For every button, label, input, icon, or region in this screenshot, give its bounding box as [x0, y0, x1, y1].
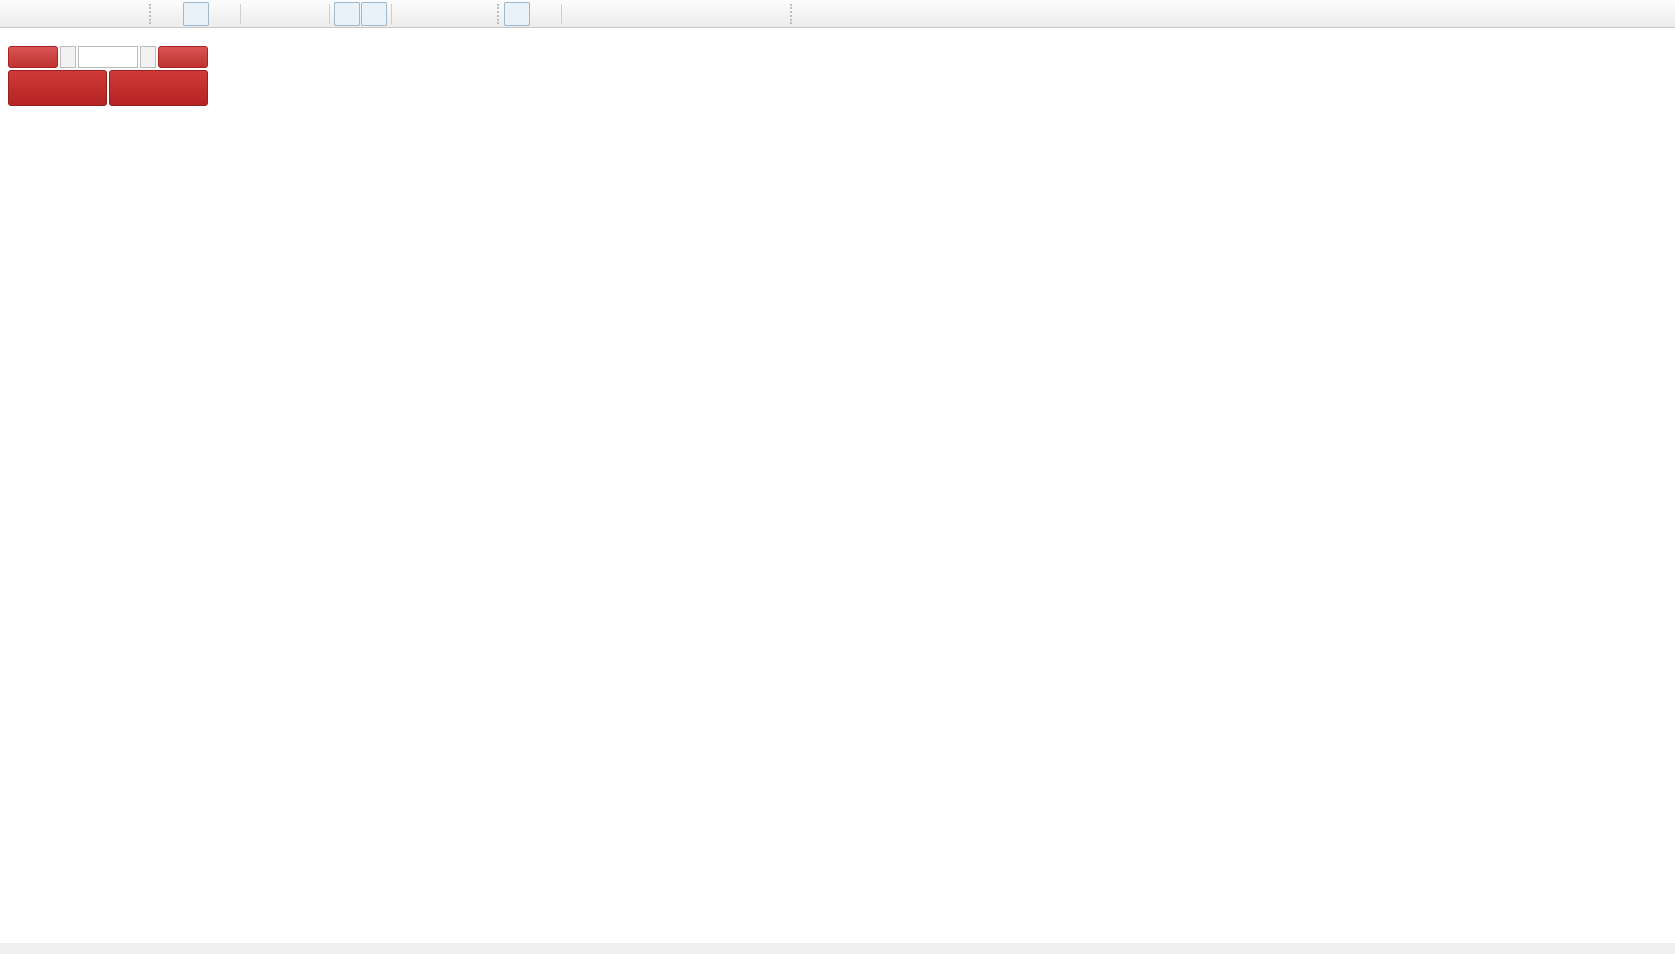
- chat-icon[interactable]: [1649, 6, 1665, 22]
- fibonacci-button[interactable]: [674, 2, 700, 26]
- tile-windows-icon: [304, 6, 320, 22]
- toolbar-right: [1625, 6, 1671, 22]
- zoom-out-icon: [277, 6, 293, 22]
- search-icon[interactable]: [1625, 6, 1641, 22]
- text-label-icon: [733, 6, 749, 22]
- bar-chart-button[interactable]: [156, 2, 182, 26]
- trendline-icon: [625, 6, 641, 22]
- new-order-icon: [9, 6, 25, 22]
- templates-icon: [467, 6, 483, 22]
- text-tool-icon: [706, 6, 722, 22]
- tool-separator: [329, 3, 330, 24]
- sell-button[interactable]: [8, 46, 59, 68]
- periods-clock-icon: [434, 6, 450, 22]
- autotrade-icon: [121, 6, 137, 22]
- buy-button[interactable]: [157, 46, 208, 68]
- crosshair-button[interactable]: [531, 2, 557, 26]
- toolbar-grip: [149, 3, 153, 24]
- line-chart-icon: [215, 6, 231, 22]
- tool-separator: [240, 3, 241, 24]
- tool-separator: [561, 3, 562, 24]
- main-toolbar: [0, 0, 1675, 28]
- trendline-button[interactable]: [620, 2, 646, 26]
- zoom-out-button[interactable]: [272, 2, 298, 26]
- periods-button[interactable]: [429, 2, 461, 26]
- indicators-button[interactable]: [396, 2, 428, 26]
- channel-icon: [652, 6, 668, 22]
- arrows-button[interactable]: [755, 2, 787, 26]
- fibonacci-icon: [679, 6, 695, 22]
- zoom-in-button[interactable]: [245, 2, 271, 26]
- chart-shift-button[interactable]: [361, 1, 387, 26]
- tool-separator: [391, 3, 392, 24]
- eraser-icon: [40, 6, 56, 22]
- volume-down-button[interactable]: [60, 46, 76, 68]
- toolbar-grip: [790, 3, 794, 24]
- cursor-button[interactable]: [504, 1, 530, 26]
- community-button[interactable]: [62, 2, 88, 26]
- bar-chart-icon: [161, 6, 177, 22]
- chart-canvas[interactable]: [0, 28, 1675, 954]
- text-label-button[interactable]: [728, 2, 754, 26]
- candle-chart-button[interactable]: [183, 1, 209, 26]
- auto-scroll-icon: [339, 6, 355, 22]
- cursor-icon: [509, 6, 525, 22]
- horizontal-line-icon: [598, 6, 614, 22]
- zoom-in-icon: [250, 6, 266, 22]
- sell-price-box[interactable]: [8, 70, 107, 106]
- vertical-line-icon: [571, 6, 587, 22]
- crosshair-icon: [536, 6, 552, 22]
- indicators-icon: [401, 6, 417, 22]
- volume-up-button[interactable]: [140, 46, 156, 68]
- chart-window[interactable]: [0, 28, 1675, 954]
- eraser-button[interactable]: [35, 2, 61, 26]
- volume-input[interactable]: [78, 46, 138, 68]
- templates-button[interactable]: [462, 2, 494, 26]
- tile-windows-button[interactable]: [299, 2, 325, 26]
- horizontal-line-button[interactable]: [593, 2, 619, 26]
- vertical-line-button[interactable]: [566, 2, 592, 26]
- signals-button[interactable]: [89, 2, 115, 26]
- autotrade-button[interactable]: [116, 2, 146, 26]
- window-bottom-strip: [0, 943, 1675, 954]
- chart-shift-icon: [366, 6, 382, 22]
- new-order-button[interactable]: [4, 2, 34, 26]
- candle-chart-icon: [188, 6, 204, 22]
- channel-button[interactable]: [647, 2, 673, 26]
- line-chart-button[interactable]: [210, 2, 236, 26]
- arrows-icon: [760, 6, 776, 22]
- text-tool-button[interactable]: [701, 2, 727, 26]
- auto-scroll-button[interactable]: [334, 1, 360, 26]
- buy-price-box[interactable]: [109, 70, 208, 106]
- signal-icon: [94, 6, 110, 22]
- one-click-trading-panel: [8, 46, 208, 106]
- community-icon: [67, 6, 83, 22]
- toolbar-grip: [497, 3, 501, 24]
